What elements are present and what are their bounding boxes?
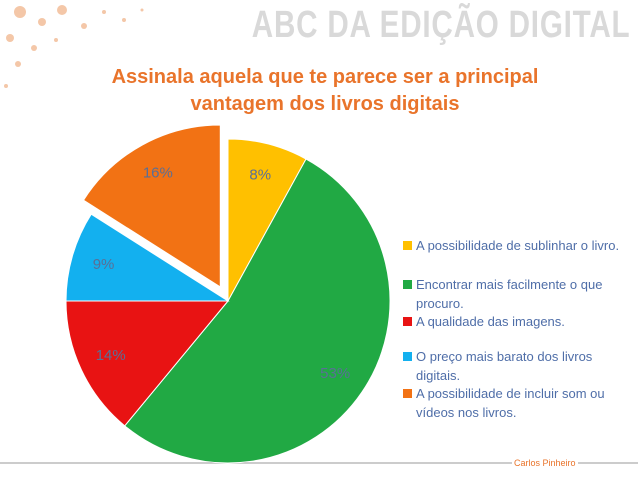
legend-item: A qualidade das imagens. xyxy=(403,312,628,331)
legend-label: A qualidade das imagens. xyxy=(416,314,565,329)
legend-swatch xyxy=(403,352,412,361)
legend-label: A possibilidade de incluir som ou vídeos… xyxy=(416,386,605,420)
data-label: 16% xyxy=(143,164,173,181)
legend-item: A possibilidade de sublinhar o livro. xyxy=(403,236,628,255)
legend-item: Encontrar mais facilmente o que procuro. xyxy=(403,275,628,313)
legend-label: O preço mais barato dos livros digitais. xyxy=(416,349,593,383)
legend-label: Encontrar mais facilmente o que procuro. xyxy=(416,277,603,311)
legend-swatch xyxy=(403,317,412,326)
legend-swatch xyxy=(403,280,412,289)
data-label: 8% xyxy=(249,166,271,183)
pie: 8% 53% 14% 9% 16% xyxy=(65,124,391,464)
data-label: 9% xyxy=(93,256,115,273)
pie-slice xyxy=(124,158,391,464)
chart-title: Assinala aquela que te parece ser a prin… xyxy=(111,66,539,115)
footer: Carlos Pinheiro xyxy=(512,458,578,468)
legend-item: O preço mais barato dos livros digitais. xyxy=(403,347,628,385)
pie-slice xyxy=(65,213,230,302)
pie-slice xyxy=(82,124,221,288)
decor-dots xyxy=(4,5,144,88)
data-label: 14% xyxy=(96,347,126,364)
data-label: 53% xyxy=(320,365,350,382)
pie-slice xyxy=(65,300,230,427)
legend-swatch xyxy=(403,241,412,250)
legend-item: A possibilidade de incluir som ou vídeos… xyxy=(403,384,628,422)
legend-label: A possibilidade de sublinhar o livro. xyxy=(416,238,620,253)
legend-swatch xyxy=(403,389,412,398)
header: ABC DA EDIÇÃO DIGITAL xyxy=(251,4,630,46)
